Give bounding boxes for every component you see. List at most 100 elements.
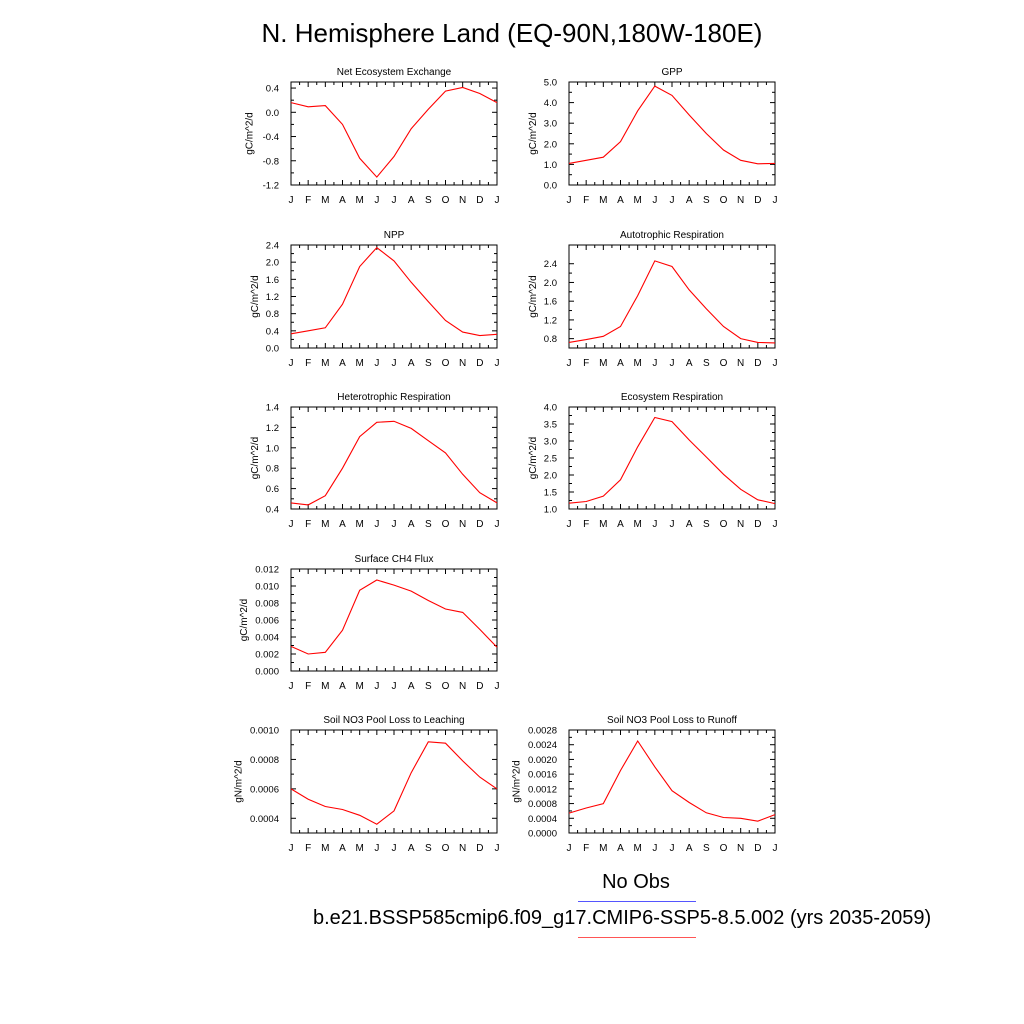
x-tick-label: J xyxy=(652,195,657,206)
x-tick-label: D xyxy=(476,195,483,206)
x-tick-label: M xyxy=(599,519,607,530)
legend-obs-line xyxy=(578,901,696,902)
y-tick-label: 1.0 xyxy=(266,443,279,454)
y-tick-label: 0.0020 xyxy=(528,755,557,766)
x-tick-label: J xyxy=(567,358,572,369)
y-tick-label: 0.0 xyxy=(266,108,279,119)
x-tick-label: D xyxy=(754,195,761,206)
x-tick-label: J xyxy=(289,681,294,692)
x-tick-label: J xyxy=(495,519,500,530)
x-tick-label: M xyxy=(355,358,363,369)
y-tick-label: 1.0 xyxy=(544,505,557,516)
x-tick-label: A xyxy=(408,681,415,692)
x-tick-label: D xyxy=(754,358,761,369)
x-tick-label: J xyxy=(289,843,294,854)
y-tick-label: 0.0008 xyxy=(250,755,279,766)
y-tick-label: 0.8 xyxy=(266,309,279,320)
x-tick-label: A xyxy=(617,519,624,530)
x-tick-label: A xyxy=(339,681,346,692)
x-tick-label: M xyxy=(599,843,607,854)
x-tick-label: A xyxy=(339,195,346,206)
y-tick-label: -0.4 xyxy=(263,132,279,143)
x-tick-label: J xyxy=(392,195,397,206)
x-tick-label: D xyxy=(754,843,761,854)
x-tick-label: J xyxy=(289,358,294,369)
x-tick-label: J xyxy=(392,358,397,369)
x-tick-label: A xyxy=(408,519,415,530)
y-tick-label: 4.0 xyxy=(544,403,557,414)
y-axis-label: gN/m^2/d xyxy=(511,760,522,803)
x-tick-label: O xyxy=(720,195,728,206)
x-tick-label: M xyxy=(599,358,607,369)
series-line xyxy=(290,86,498,178)
x-tick-label: M xyxy=(355,681,363,692)
x-tick-label: J xyxy=(773,358,778,369)
x-tick-label: N xyxy=(737,195,744,206)
y-tick-label: 5.0 xyxy=(544,78,557,89)
y-tick-label: 0.4 xyxy=(266,84,279,95)
x-tick-label: M xyxy=(321,195,329,206)
x-tick-label: M xyxy=(321,519,329,530)
x-tick-label: S xyxy=(425,358,432,369)
x-tick-label: O xyxy=(442,681,450,692)
x-tick-label: F xyxy=(583,519,589,530)
y-tick-label: 1.2 xyxy=(266,423,279,434)
x-tick-label: O xyxy=(720,358,728,369)
x-tick-label: J xyxy=(374,681,379,692)
x-tick-label: J xyxy=(670,358,675,369)
y-tick-label: 2.5 xyxy=(544,454,557,465)
x-tick-label: J xyxy=(289,519,294,530)
x-tick-label: J xyxy=(374,843,379,854)
x-tick-label: J xyxy=(495,195,500,206)
legend-model-line xyxy=(578,937,696,938)
panel-title: Heterotrophic Respiration xyxy=(337,392,450,403)
x-tick-label: M xyxy=(321,358,329,369)
y-tick-label: 0.0012 xyxy=(528,784,557,795)
y-tick-label: 0.002 xyxy=(255,650,279,661)
y-axis-label: gC/m^2/d xyxy=(528,275,539,318)
x-tick-label: J xyxy=(652,358,657,369)
y-tick-label: 0.010 xyxy=(255,582,279,593)
x-tick-label: M xyxy=(355,843,363,854)
x-tick-label: N xyxy=(459,681,466,692)
series-line xyxy=(290,579,498,655)
x-tick-label: F xyxy=(583,195,589,206)
x-tick-label: D xyxy=(476,519,483,530)
series-line xyxy=(290,246,498,337)
plot-frame xyxy=(290,568,498,672)
x-tick-label: F xyxy=(305,195,311,206)
y-tick-label: 0.012 xyxy=(255,565,279,576)
x-tick-label: J xyxy=(773,195,778,206)
y-axis-label: gN/m^2/d xyxy=(233,760,244,803)
x-tick-label: J xyxy=(567,195,572,206)
x-tick-label: D xyxy=(476,681,483,692)
y-tick-label: 3.5 xyxy=(544,420,557,431)
panel-title: GPP xyxy=(661,67,682,78)
x-tick-label: A xyxy=(339,843,346,854)
y-axis-label: gC/m^2/d xyxy=(250,275,261,318)
x-tick-label: J xyxy=(392,681,397,692)
panel-title: NPP xyxy=(384,230,405,241)
x-tick-label: N xyxy=(737,843,744,854)
y-tick-label: -0.8 xyxy=(263,156,279,167)
plot-frame xyxy=(290,406,498,510)
y-tick-label: 2.4 xyxy=(266,241,279,252)
series-line xyxy=(568,260,776,344)
x-tick-label: A xyxy=(686,519,693,530)
y-tick-label: 2.0 xyxy=(266,258,279,269)
x-tick-label: F xyxy=(305,681,311,692)
series-line xyxy=(568,739,776,822)
y-tick-label: 4.0 xyxy=(544,98,557,109)
x-tick-label: J xyxy=(670,519,675,530)
x-tick-label: J xyxy=(495,843,500,854)
x-tick-label: J xyxy=(773,519,778,530)
y-tick-label: 0.8 xyxy=(266,464,279,475)
x-tick-label: O xyxy=(442,358,450,369)
y-axis-label: gC/m^2/d xyxy=(250,437,261,480)
x-tick-label: A xyxy=(617,843,624,854)
y-tick-label: 1.6 xyxy=(266,275,279,286)
